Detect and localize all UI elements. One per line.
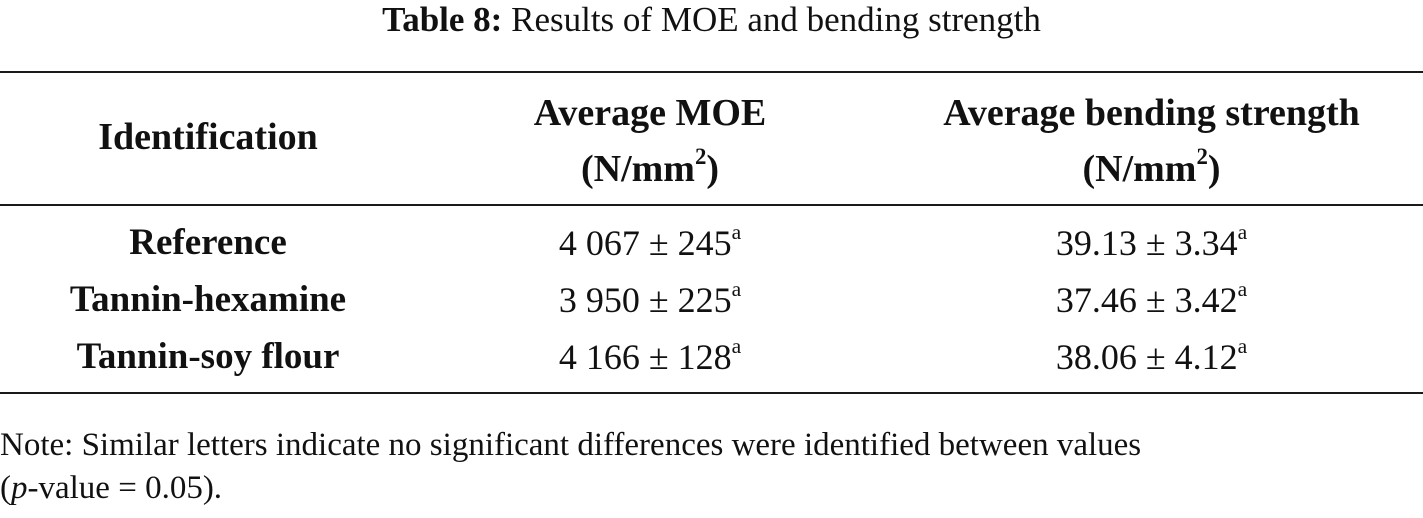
row-label-tannin-hexamine: Tannin-hexamine — [69, 279, 347, 320]
table-header-rule — [0, 204, 1423, 206]
cell-moe-tannin-hexamine: 3 950 ± 225a — [558, 276, 742, 320]
header-average-bending-strength: Average bending strength — [943, 92, 1360, 134]
header-average-bending-strength-unit: (N/mm2) — [1082, 143, 1221, 190]
cell-bending-reference: 39.13 ± 3.34a — [1055, 219, 1248, 263]
cell-bending-tannin-soy-flour: 38.06 ± 4.12a — [1055, 333, 1248, 377]
table-note: Note: Similar letters indicate no signif… — [0, 427, 1142, 463]
row-label-tannin-soy-flour: Tannin-soy flour — [76, 336, 340, 377]
header-identification: Identification — [98, 116, 318, 158]
cell-bending-tannin-hexamine: 37.46 ± 3.42a — [1055, 276, 1248, 320]
table-top-rule — [0, 71, 1423, 73]
caption-label: Table 8: — [382, 0, 503, 39]
row-label-reference: Reference — [129, 222, 287, 263]
cell-moe-tannin-soy-flour: 4 166 ± 128a — [558, 333, 742, 377]
table-note-continued: (p-value = 0.05). — [0, 470, 223, 506]
cell-moe-reference: 4 067 ± 245a — [558, 219, 742, 263]
header-average-moe: Average MOE — [533, 92, 767, 134]
table-caption: Table 8: Results of MOE and bending stre… — [0, 0, 1423, 40]
table-bottom-rule — [0, 392, 1423, 394]
caption-text: Results of MOE and bending strength — [511, 0, 1041, 39]
header-average-moe-unit: (N/mm2) — [580, 143, 720, 190]
